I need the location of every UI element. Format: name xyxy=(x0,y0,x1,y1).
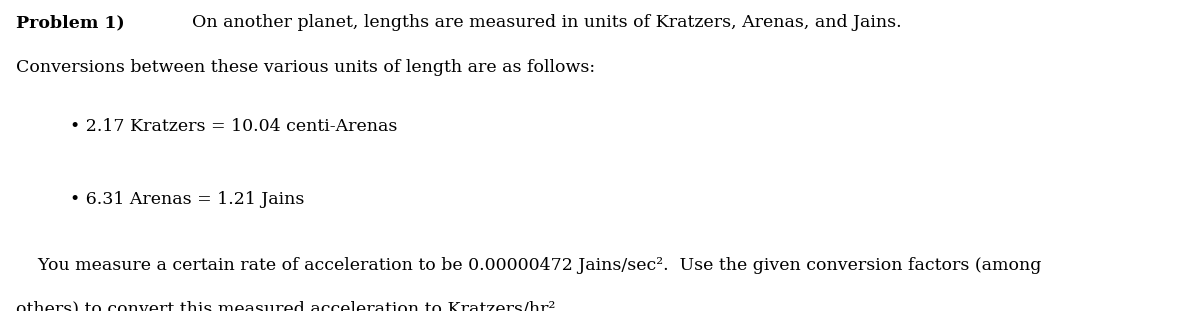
Text: • 2.17 Kratzers = 10.04 centi-Arenas: • 2.17 Kratzers = 10.04 centi-Arenas xyxy=(70,118,397,135)
Text: You measure a certain rate of acceleration to be 0.00000472 Jains/sec².  Use the: You measure a certain rate of accelerati… xyxy=(16,257,1040,274)
Text: Problem 1): Problem 1) xyxy=(16,14,125,31)
Text: On another planet, lengths are measured in units of Kratzers, Arenas, and Jains.: On another planet, lengths are measured … xyxy=(192,14,901,31)
Text: • 6.31 Arenas = 1.21 Jains: • 6.31 Arenas = 1.21 Jains xyxy=(70,191,304,208)
Text: Conversions between these various units of length are as follows:: Conversions between these various units … xyxy=(16,59,595,76)
Text: others) to convert this measured acceleration to Kratzers/hr².: others) to convert this measured acceler… xyxy=(16,300,560,311)
